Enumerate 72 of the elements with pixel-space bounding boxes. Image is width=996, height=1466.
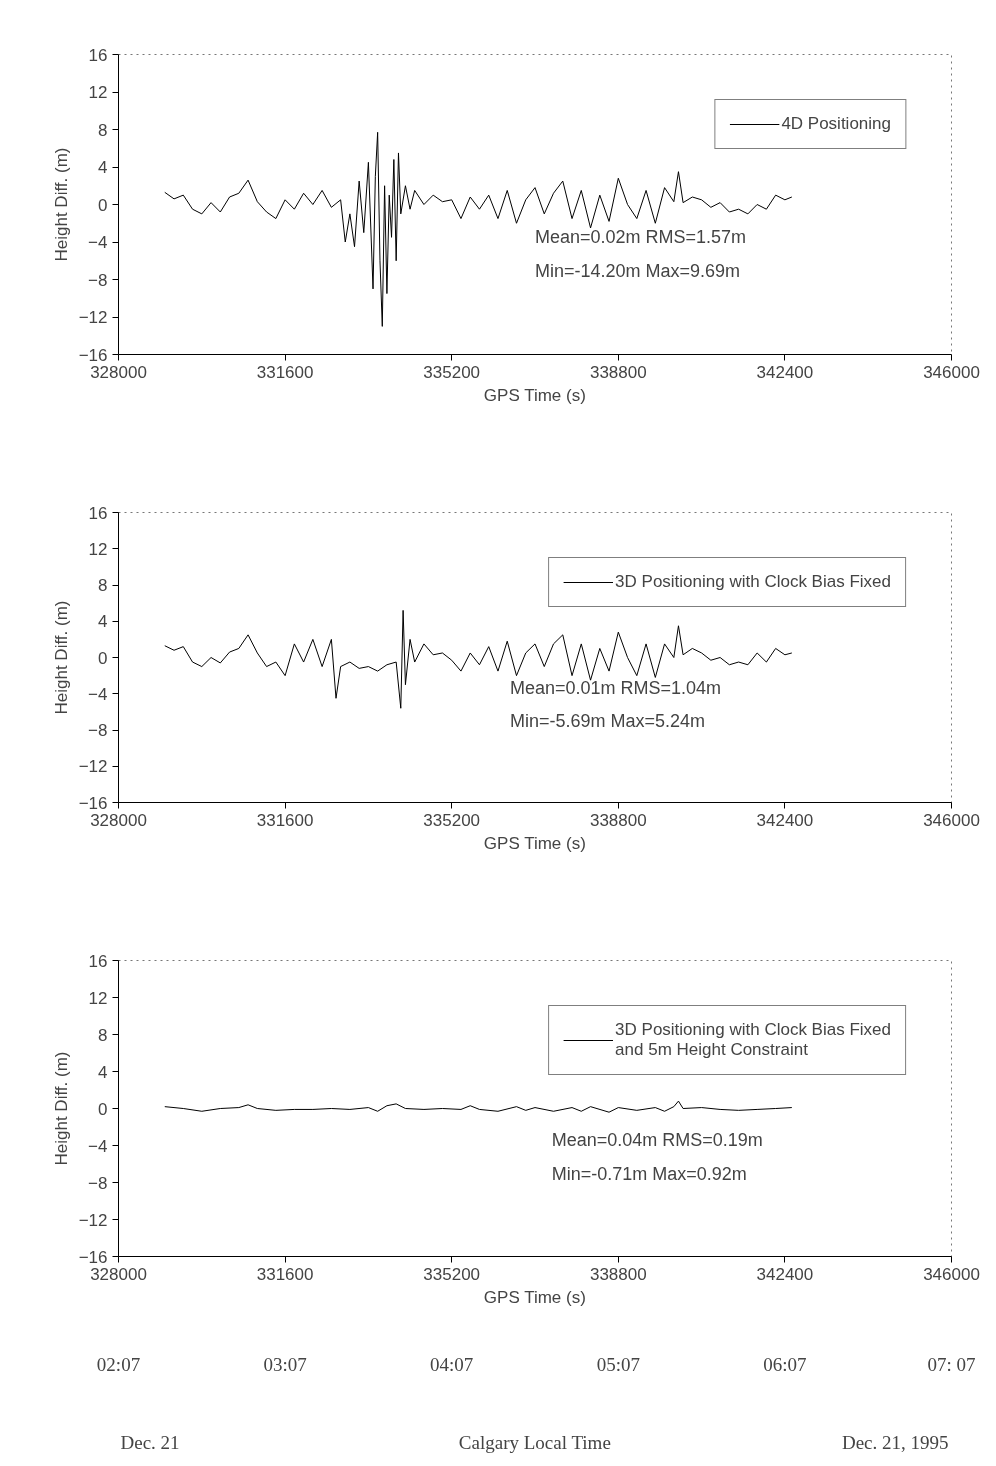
y-tick-label: 16	[88, 45, 108, 65]
x-axis-title: GPS Time (s)	[483, 833, 586, 853]
y-tick-label: 12	[88, 988, 108, 1008]
y-axis-title: Height Diff. (m)	[51, 147, 71, 262]
x2-tick-label: 02:07	[96, 1353, 141, 1375]
y-tick-label: 4	[98, 1062, 108, 1082]
y-tick-label: 8	[98, 576, 108, 595]
x2-tick-label: 05:07	[596, 1353, 640, 1375]
annotation: Mean=0.02m RMS=1.57m	[535, 226, 747, 247]
y-tick-label: −8	[88, 721, 108, 740]
y-tick-label: 16	[88, 503, 108, 523]
x-tick-label: 338800	[589, 810, 647, 830]
line-series	[164, 131, 793, 327]
x-tick-label: 335200	[423, 1264, 481, 1284]
legend-label: 3D Positioning with Clock Bias Fixed and 5m Height Constraint	[615, 1020, 891, 1060]
x-tick-label: 331600	[256, 810, 314, 830]
x2-tick-label: 07: 07	[927, 1353, 976, 1375]
legend-label: 4D Positioning	[781, 114, 891, 134]
x2-tick-label: 03:07	[263, 1353, 307, 1375]
x-tick-label: 346000	[923, 810, 980, 830]
line-series	[164, 1100, 793, 1113]
x2-axis-title: Calgary Local Time	[458, 1431, 611, 1453]
y-tick-label: 0	[98, 1099, 108, 1119]
x-tick-label: 346000	[923, 1264, 980, 1284]
x-tick-label: 328000	[90, 810, 147, 830]
y-tick-label: 4	[98, 612, 108, 632]
y-tick-label: −12	[78, 757, 108, 777]
y-tick-label: 12	[88, 539, 108, 559]
y-tick-label: 4	[98, 158, 108, 177]
x-tick-label: 328000	[90, 362, 147, 382]
y-tick-label: −4	[88, 684, 108, 704]
y-axis-title: Height Diff. (m)	[51, 600, 71, 715]
y-tick-label: 0	[98, 195, 108, 215]
y-tick-label: −8	[88, 1173, 108, 1193]
x-axis-title: GPS Time (s)	[483, 385, 586, 405]
y-tick-label: 8	[98, 120, 108, 140]
y-tick-label: −16	[78, 1247, 108, 1267]
x2-tick-label: 06:07	[763, 1353, 807, 1375]
x-tick-label: 335200	[423, 362, 481, 382]
text: Dec. 21	[120, 1431, 180, 1453]
y-tick-label: −4	[88, 1136, 108, 1156]
annotation: Mean=0.01m RMS=1.04m	[510, 678, 722, 699]
x-tick-label: 342400	[756, 362, 814, 382]
annotation: Min=-14.20m Max=9.69m	[535, 261, 741, 281]
y-tick-label: −16	[78, 793, 108, 813]
y-tick-label: −8	[88, 270, 108, 290]
y-tick-label: −4	[88, 233, 108, 252]
x-tick-label: 338800	[589, 362, 647, 382]
annotation: Min=-0.71m Max=0.92m	[551, 1163, 747, 1184]
x-tick-label: 328000	[90, 1264, 147, 1284]
y-axis-title: Height Diff. (m)	[51, 1051, 71, 1166]
y-tick-label: 12	[88, 83, 108, 102]
y-tick-label: −16	[78, 345, 108, 365]
x-tick-label: 331600	[256, 1264, 314, 1284]
x-tick-label: 335200	[423, 810, 481, 830]
legend-label: 3D Positioning with Clock Bias Fixed	[615, 572, 891, 592]
y-tick-label: −12	[78, 1210, 108, 1230]
y-tick-label: 0	[98, 648, 108, 668]
y-tick-label: 16	[88, 951, 108, 971]
line-series	[164, 609, 793, 709]
text: Dec. 21, 1995	[841, 1431, 949, 1453]
y-tick-label: 8	[98, 1025, 108, 1045]
x2-tick-label: 04:07	[430, 1353, 474, 1375]
x-tick-label: 342400	[756, 1264, 814, 1284]
x-axis-title: GPS Time (s)	[483, 1287, 586, 1307]
x-tick-label: 331600	[256, 362, 314, 382]
x-tick-label: 338800	[589, 1264, 647, 1284]
x-tick-label: 342400	[756, 810, 814, 830]
annotation: Mean=0.04m RMS=0.19m	[551, 1129, 763, 1150]
y-tick-label: −12	[78, 308, 108, 327]
x-tick-label: 346000	[923, 362, 980, 382]
annotation: Min=-5.69m Max=5.24m	[510, 711, 706, 732]
